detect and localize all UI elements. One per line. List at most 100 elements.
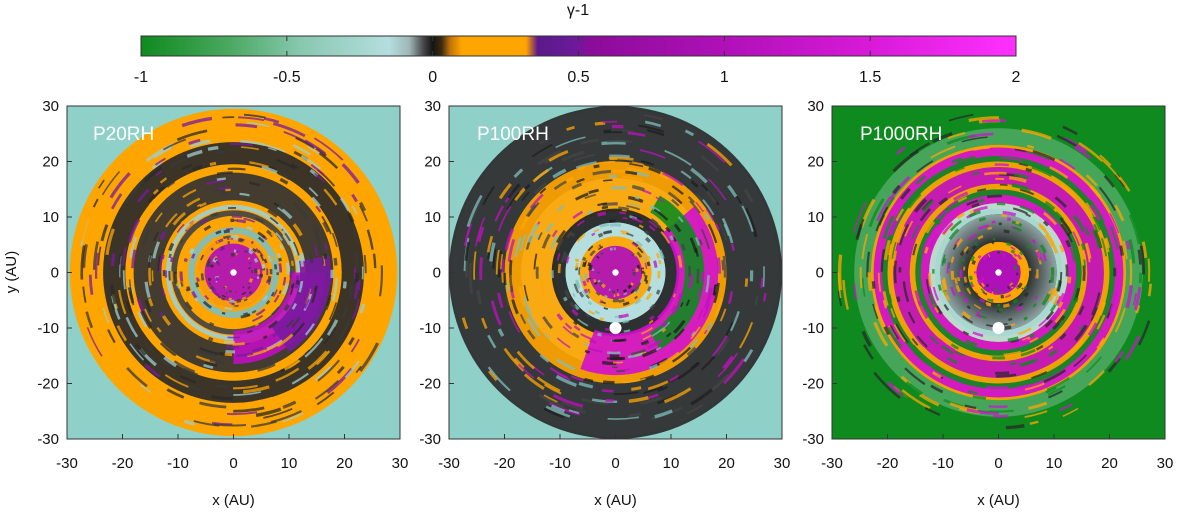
heatmap-streak xyxy=(188,247,195,254)
colorbar-tick-label: 0 xyxy=(428,69,437,86)
heatmap-streak xyxy=(1074,297,1079,303)
heatmap-streak xyxy=(348,336,355,346)
heatmap-streak xyxy=(249,181,260,187)
heatmap-streak xyxy=(519,233,527,252)
x-tick-label: 0 xyxy=(994,455,1002,472)
heatmap-streak xyxy=(248,261,252,265)
heatmap-streak xyxy=(267,275,272,283)
heatmap-streak xyxy=(1068,339,1085,355)
heatmap-streak xyxy=(1141,241,1148,259)
heatmap-streak xyxy=(246,299,253,304)
heatmap-streak xyxy=(705,208,715,222)
heatmap-streak xyxy=(610,129,634,133)
heatmap-streak xyxy=(276,333,294,348)
heatmap-streak xyxy=(680,301,684,308)
heatmap-streak xyxy=(195,282,200,288)
heatmap-streak xyxy=(913,219,926,239)
heatmap-streak xyxy=(981,382,999,386)
heatmap-streak xyxy=(575,161,597,169)
heatmap-streak xyxy=(719,308,727,322)
heatmap-streak xyxy=(109,172,131,199)
heatmap-streak xyxy=(942,277,948,290)
heatmap-streak xyxy=(572,210,584,219)
heatmap-streak xyxy=(964,404,977,411)
heatmap-streak xyxy=(172,211,187,226)
heatmap-streak xyxy=(124,178,146,204)
heatmap-streak xyxy=(235,123,258,129)
heatmap-streak xyxy=(978,216,986,222)
heatmap-streak xyxy=(164,374,189,388)
heatmap-streak xyxy=(463,223,472,247)
heatmap-streak xyxy=(1019,251,1024,256)
heatmap-streak xyxy=(337,317,352,342)
heatmap-streak xyxy=(597,332,602,337)
heatmap-streak xyxy=(553,180,567,191)
heatmap-streak xyxy=(988,290,993,294)
heatmap-streak xyxy=(651,219,662,229)
panel-label-p20rh: P20RH xyxy=(93,124,154,145)
heatmap-streak xyxy=(671,185,684,196)
heatmap-streak xyxy=(698,239,703,246)
heatmap-streak xyxy=(260,282,265,287)
heatmap-streak xyxy=(1014,148,1027,153)
heatmap-streak xyxy=(540,279,546,296)
heatmap-streak xyxy=(591,398,618,403)
heatmap-streak xyxy=(609,154,630,159)
heatmap-streak xyxy=(526,317,541,337)
heatmap-streak xyxy=(891,241,897,259)
heatmap-streak xyxy=(1017,282,1023,289)
heatmap-streak xyxy=(218,186,230,191)
heatmap-streak xyxy=(116,325,128,342)
heatmap-streak xyxy=(935,208,947,221)
x-tick-label: 30 xyxy=(1157,455,1174,472)
heatmap-streak xyxy=(1092,216,1102,231)
heatmap-streak xyxy=(200,254,205,261)
heatmap-streak xyxy=(1124,335,1141,361)
heatmap-streak xyxy=(311,322,318,331)
heatmap-streak xyxy=(979,348,996,354)
heatmap-streak xyxy=(575,262,579,269)
heatmap-streak xyxy=(899,187,911,200)
heatmap-streak xyxy=(575,279,581,289)
heatmap-streak xyxy=(161,288,167,298)
heatmap-streak xyxy=(977,278,983,285)
heatmap-streak xyxy=(1147,258,1151,282)
heatmap-streak xyxy=(702,199,715,216)
heatmap-streak xyxy=(507,183,521,199)
heatmap-streak xyxy=(673,319,686,334)
heatmap-streak xyxy=(904,367,926,386)
heatmap-streak xyxy=(599,317,604,322)
heatmap-streak xyxy=(317,359,341,382)
heatmap-streak xyxy=(574,408,586,415)
heatmap-streak xyxy=(638,124,665,133)
heatmap-streak xyxy=(930,145,956,159)
heatmap-streak xyxy=(712,284,717,296)
heatmap-streak xyxy=(921,199,935,213)
heatmap-streak xyxy=(248,290,253,295)
heatmap-streak xyxy=(1022,358,1038,366)
heatmap-streak xyxy=(1012,298,1019,304)
heatmap-streak xyxy=(648,393,659,399)
heatmap-streak xyxy=(261,165,278,174)
heatmap-streak xyxy=(80,245,86,280)
heatmap-streak xyxy=(311,285,318,304)
heatmap-streak xyxy=(889,324,900,340)
heatmap-streak xyxy=(1049,275,1055,284)
heatmap-streak xyxy=(880,173,888,182)
heatmap-streak xyxy=(640,339,650,346)
heatmap-streak xyxy=(322,255,326,266)
heatmap-streak xyxy=(572,292,576,298)
heatmap-streak xyxy=(649,315,655,321)
heatmap-streak xyxy=(1038,222,1047,231)
heatmap-streak xyxy=(907,275,911,287)
heatmap-streak xyxy=(1128,214,1141,245)
heatmap-streak xyxy=(685,299,691,307)
heatmap-streak xyxy=(967,233,977,241)
heatmap-streak xyxy=(928,272,932,287)
heatmap-streak xyxy=(513,168,524,179)
heatmap-streak xyxy=(644,229,651,236)
y-axis-label: y (AU) xyxy=(3,251,20,294)
heatmap-streak xyxy=(513,187,526,202)
heatmap-streak xyxy=(866,251,871,278)
heatmap-streak xyxy=(896,296,901,303)
